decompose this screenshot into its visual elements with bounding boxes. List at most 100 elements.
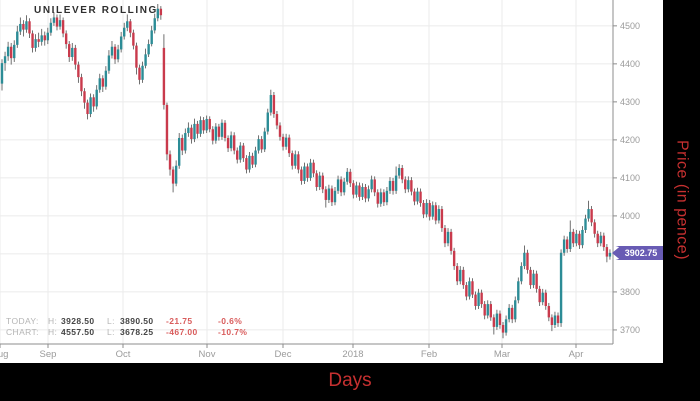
candle-body	[431, 205, 434, 217]
candle-body	[300, 169, 303, 181]
candle-body	[22, 23, 25, 30]
candle-body	[556, 315, 560, 324]
candle-body	[529, 269, 532, 286]
candle-body	[553, 315, 557, 325]
candle-body	[162, 47, 166, 105]
candle-body	[391, 180, 395, 191]
y-tick-label: 4400	[620, 59, 640, 69]
candle-body	[74, 47, 77, 65]
candle-body	[587, 209, 590, 219]
candle-body	[486, 304, 489, 316]
candle-body	[388, 180, 392, 191]
candle-body	[413, 191, 416, 202]
candle-body	[339, 179, 343, 193]
candle-body	[260, 139, 263, 150]
candle-body	[523, 252, 526, 267]
tick-labels-layer: 4500 4400 4300 4200 4100 4000 3800 3700 Aug Sep Oc…	[0, 21, 640, 360]
x-tick-label: Nov	[199, 349, 216, 360]
y-tick-label: 4500	[620, 21, 640, 31]
candle-body	[446, 231, 450, 244]
candles-layer[interactable]	[0, 3, 612, 339]
x-tick-label: 2018	[342, 349, 363, 360]
candle-body	[428, 202, 431, 217]
candle-body	[510, 307, 514, 320]
candle-body	[401, 168, 404, 180]
today-low-key: L:	[107, 316, 115, 326]
candle-body	[190, 127, 193, 140]
candle-body	[34, 39, 37, 48]
chart-low-key: L:	[107, 327, 115, 337]
candle-body	[452, 250, 456, 267]
candle-body	[220, 122, 224, 137]
candle-body	[480, 292, 483, 305]
candle-body	[440, 209, 444, 229]
candle-body	[3, 56, 7, 64]
candle-body	[336, 179, 340, 191]
chart-low-value: 3678.25	[120, 327, 154, 337]
stats-row-chart: CHART: H: 4557.50 L: 3678.25 -467.00 -10…	[6, 327, 260, 338]
today-label: TODAY:	[6, 316, 39, 326]
x-tick-label: Feb	[421, 349, 437, 360]
today-high-key: H:	[48, 316, 58, 326]
candle-body	[214, 126, 218, 141]
candle-body	[474, 294, 477, 306]
candle-body	[349, 171, 352, 184]
candlestick-plot[interactable]: 4500 4400 4300 4200 4100 4000 3800 3700 Aug Sep Oc…	[0, 0, 663, 363]
candle-body	[25, 21, 28, 30]
candle-body	[342, 181, 346, 193]
candle-body	[202, 120, 205, 131]
candle-body	[520, 266, 523, 282]
candle-body	[278, 125, 282, 137]
candle-body	[104, 70, 108, 87]
candle-body	[0, 63, 4, 84]
candle-body	[462, 269, 465, 286]
candle-body	[193, 123, 196, 140]
candle-body	[174, 165, 178, 184]
candle-body	[110, 46, 114, 56]
candle-body	[281, 136, 285, 147]
candle-body	[184, 133, 187, 151]
candle-body	[565, 239, 569, 249]
candle-body	[43, 35, 46, 41]
candle-body	[187, 127, 190, 134]
candle-body	[55, 17, 59, 27]
candle-body	[98, 78, 101, 90]
candle-body	[544, 292, 547, 306]
candle-body	[294, 154, 297, 166]
chart-change-pct: -10.7%	[218, 327, 248, 337]
candle-body	[410, 180, 413, 192]
candle-body	[416, 191, 419, 202]
candle-body	[168, 154, 172, 170]
candle-body	[367, 189, 370, 199]
candle-body	[425, 202, 428, 215]
candle-body	[370, 179, 373, 190]
candle-body	[477, 292, 480, 306]
y-tick-label: 4100	[620, 173, 640, 183]
candle-body	[107, 55, 111, 71]
candle-body	[397, 168, 401, 176]
y-tick-label: 4000	[620, 211, 640, 221]
candle-body	[135, 45, 138, 68]
candle-body	[232, 135, 236, 151]
candle-body	[205, 118, 208, 131]
candle-body	[504, 319, 508, 333]
candle-body	[181, 137, 184, 151]
candle-body	[119, 36, 123, 50]
candle-body	[407, 180, 410, 190]
candle-body	[547, 305, 551, 318]
x-tick-label: Aug	[0, 349, 8, 360]
candle-body	[541, 292, 544, 303]
candle-body	[352, 183, 355, 195]
candle-body	[46, 32, 50, 41]
candle-body	[605, 247, 609, 257]
candle-body	[315, 173, 318, 188]
candle-body	[95, 89, 98, 107]
candle-body	[31, 33, 34, 48]
y-axis-title: Price (in pence)	[673, 139, 691, 261]
candle-body	[13, 44, 16, 59]
candle-body	[569, 231, 572, 249]
candle-body	[575, 233, 578, 244]
candle-body	[266, 112, 269, 132]
candle-body	[58, 20, 62, 27]
candle-body	[517, 281, 520, 301]
